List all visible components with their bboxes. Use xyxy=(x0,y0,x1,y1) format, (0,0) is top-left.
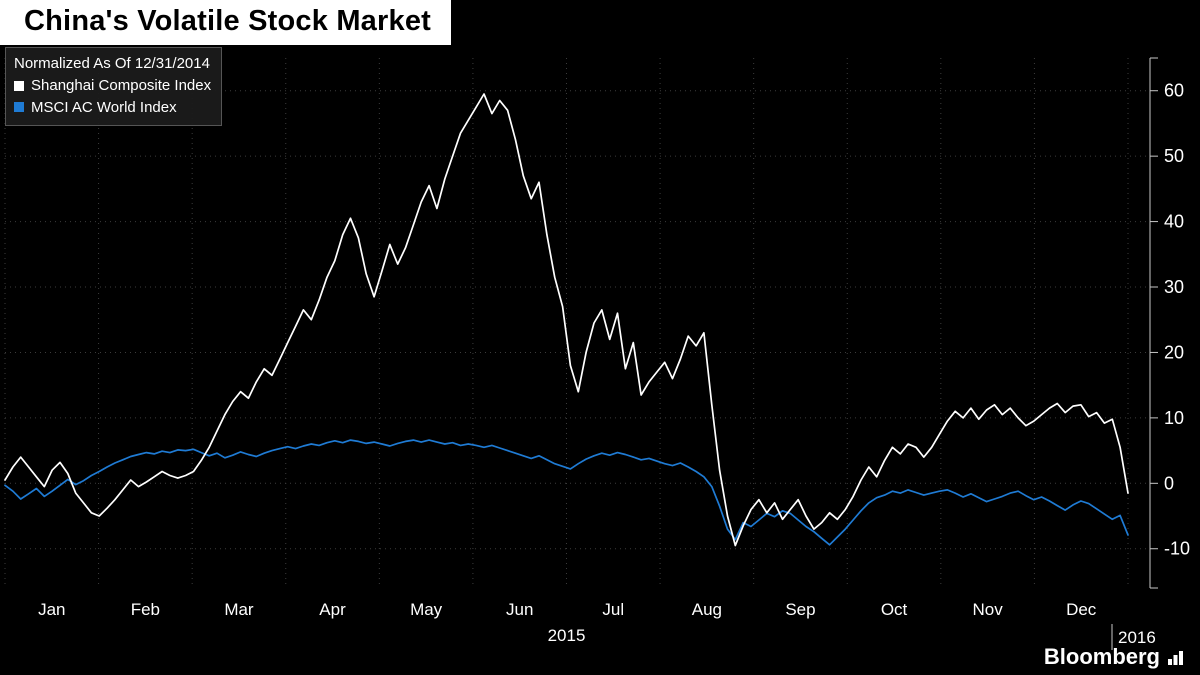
year-label-2015: 2015 xyxy=(548,626,586,645)
y-tick-label: 10 xyxy=(1164,408,1184,428)
y-tick-label: 60 xyxy=(1164,81,1184,101)
msci-ac-world-line xyxy=(4,439,1129,546)
legend-label-shanghai: Shanghai Composite Index xyxy=(31,76,212,94)
x-tick-label: May xyxy=(410,600,443,619)
bloomberg-chart-icon xyxy=(1168,650,1183,665)
msci-series-marker-icon xyxy=(14,102,24,113)
x-tick-label: Jan xyxy=(38,600,65,619)
bloomberg-wordmark: Bloomberg xyxy=(1043,644,1160,669)
x-tick-label: Nov xyxy=(973,600,1004,619)
y-tick-label: 30 xyxy=(1164,277,1184,297)
chart-title: China's Volatile Stock Market xyxy=(0,0,451,45)
x-tick-label: Aug xyxy=(692,600,722,619)
y-tick-label: -10 xyxy=(1164,539,1190,559)
y-tick-label: 20 xyxy=(1164,342,1184,362)
x-tick-label: Sep xyxy=(785,600,815,619)
x-tick-label: Dec xyxy=(1066,600,1097,619)
y-tick-label: 40 xyxy=(1164,212,1184,232)
legend-note-row: Normalized As Of 12/31/2014 xyxy=(14,53,211,75)
legend-note: Normalized As Of 12/31/2014 xyxy=(14,55,210,72)
y-tick-label: 50 xyxy=(1164,146,1184,166)
bloomberg-logo: Bloomberg xyxy=(1044,644,1184,670)
x-tick-label: Jul xyxy=(602,600,624,619)
shanghai-series-marker-icon xyxy=(14,80,24,91)
x-tick-label: Apr xyxy=(319,600,346,619)
legend-label-msci: MSCI AC World Index xyxy=(31,98,177,116)
x-tick-label: Oct xyxy=(881,600,908,619)
shanghai-composite-line xyxy=(4,93,1129,547)
legend-item-shanghai: Shanghai Composite Index xyxy=(14,75,211,97)
y-tick-label: 0 xyxy=(1164,473,1174,493)
chart-legend: Normalized As Of 12/31/2014 Shanghai Com… xyxy=(5,47,223,127)
year-label-2016: 2016 xyxy=(1118,628,1156,647)
x-tick-label: Mar xyxy=(224,600,254,619)
x-tick-label: Feb xyxy=(131,600,160,619)
legend-item-msci: MSCI AC World Index xyxy=(14,97,211,119)
x-tick-label: Jun xyxy=(506,600,533,619)
